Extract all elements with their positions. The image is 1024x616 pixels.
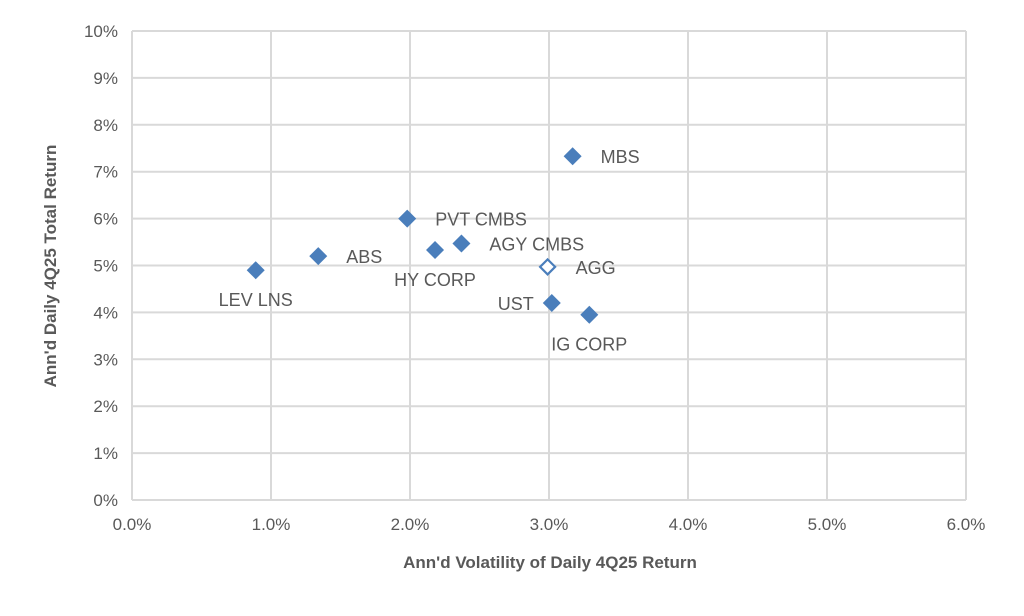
point-label: HY CORP	[394, 270, 476, 290]
diamond-marker	[452, 234, 471, 253]
data-point-mbs: MBS	[563, 147, 640, 167]
data-point-hy-corp: HY CORP	[394, 241, 476, 290]
y-tick-label: 1%	[93, 444, 118, 463]
diamond-marker	[398, 209, 417, 228]
y-tick-label: 5%	[93, 257, 118, 276]
point-label: MBS	[601, 147, 640, 167]
y-axis-title: Ann'd Daily 4Q25 Total Return	[41, 145, 60, 388]
diamond-marker	[563, 147, 582, 166]
diamond-marker	[246, 261, 265, 280]
point-label: UST	[498, 294, 534, 314]
data-point-abs: ABS	[309, 247, 382, 267]
x-tick-label: 2.0%	[391, 515, 430, 534]
x-axis-title: Ann'd Volatility of Daily 4Q25 Return	[403, 553, 697, 572]
y-tick-label: 4%	[93, 303, 118, 322]
x-tick-label: 4.0%	[669, 515, 708, 534]
point-label: ABS	[346, 247, 382, 267]
data-point-agy-cmbs: AGY CMBS	[452, 234, 584, 254]
data-point-ust: UST	[498, 294, 561, 314]
diamond-marker	[580, 305, 599, 324]
data-point-agg: AGG	[538, 257, 616, 278]
x-tick-label: 0.0%	[113, 515, 152, 534]
x-tick-label: 3.0%	[530, 515, 569, 534]
x-tick-label: 1.0%	[252, 515, 291, 534]
y-tick-label: 10%	[84, 22, 118, 41]
x-tick-label: 5.0%	[808, 515, 847, 534]
y-tick-label: 7%	[93, 163, 118, 182]
point-label: LEV LNS	[219, 290, 293, 310]
point-label: AGG	[576, 258, 616, 278]
point-label: PVT CMBS	[435, 210, 527, 230]
diamond-marker	[309, 247, 328, 266]
point-label: AGY CMBS	[489, 234, 584, 254]
y-tick-label: 3%	[93, 350, 118, 369]
data-point-lev-lns: LEV LNS	[219, 261, 293, 310]
point-label: IG CORP	[551, 335, 627, 355]
y-tick-label: 2%	[93, 397, 118, 416]
data-points: LEV LNS ABS PVT CMBS HY CORP AGY CMBS MBS AGG U…	[219, 147, 640, 355]
data-point-ig-corp: IG CORP	[551, 305, 627, 355]
diamond-marker	[542, 294, 561, 313]
x-tick-label: 6.0%	[947, 515, 986, 534]
diamond-marker	[426, 241, 445, 260]
data-point-pvt-cmbs: PVT CMBS	[398, 209, 527, 230]
diamond-marker	[538, 257, 557, 276]
y-tick-label: 6%	[93, 210, 118, 229]
y-tick-label: 8%	[93, 116, 118, 135]
y-tick-label: 0%	[93, 491, 118, 510]
tick-labels: 0.0% 1.0% 2.0% 3.0% 4.0% 5.0% 6.0% 0% 1% 2% 3% 4% 5%…	[84, 22, 985, 534]
y-tick-label: 9%	[93, 69, 118, 88]
